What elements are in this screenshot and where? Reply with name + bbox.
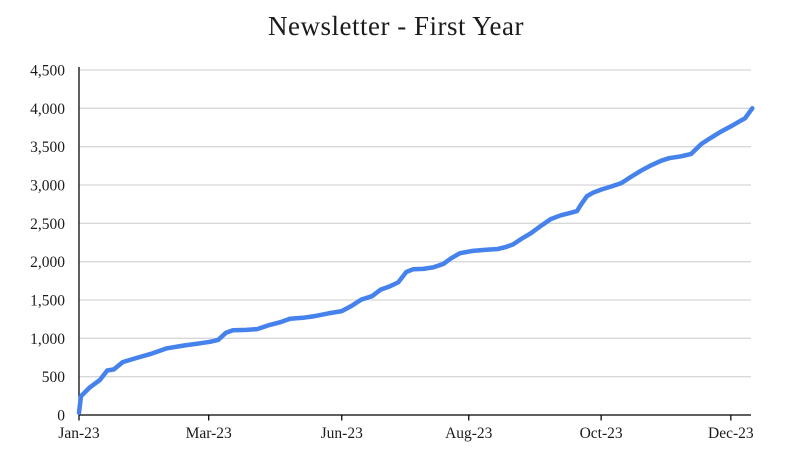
x-axis-label: Oct-23 bbox=[580, 425, 623, 442]
y-axis-label: 0 bbox=[57, 408, 65, 425]
y-axis-label: 2,500 bbox=[30, 216, 65, 233]
y-axis-label: 2,000 bbox=[30, 254, 65, 271]
x-axis-label: Aug-23 bbox=[445, 425, 493, 442]
series-line bbox=[76, 106, 755, 415]
y-axis-label: 1,000 bbox=[30, 331, 65, 348]
y-axis-label: 4,000 bbox=[30, 101, 65, 118]
x-axis-label: Jun-23 bbox=[321, 425, 363, 442]
x-axis-label: Dec-23 bbox=[708, 425, 754, 442]
y-axis-label: 1,500 bbox=[30, 293, 65, 310]
chart-title: Newsletter - First Year bbox=[268, 11, 524, 41]
y-axis-label: 3,500 bbox=[30, 139, 65, 156]
x-axis-label: Mar-23 bbox=[186, 425, 232, 442]
y-axis-label: 3,000 bbox=[30, 178, 65, 195]
y-axis-label: 500 bbox=[42, 369, 66, 386]
x-axis-label: Jan-23 bbox=[58, 425, 100, 442]
y-axis-label: 4,500 bbox=[30, 63, 65, 80]
